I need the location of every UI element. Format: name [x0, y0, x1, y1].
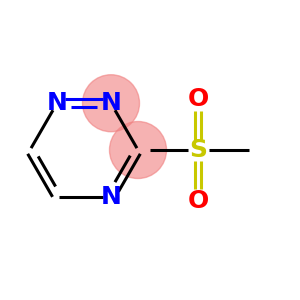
- Circle shape: [110, 122, 166, 178]
- Circle shape: [82, 75, 140, 132]
- Text: N: N: [46, 91, 68, 115]
- Text: S: S: [189, 138, 207, 162]
- Text: N: N: [100, 91, 122, 115]
- Text: N: N: [100, 185, 122, 209]
- Text: O: O: [188, 87, 208, 111]
- Text: O: O: [188, 189, 208, 213]
